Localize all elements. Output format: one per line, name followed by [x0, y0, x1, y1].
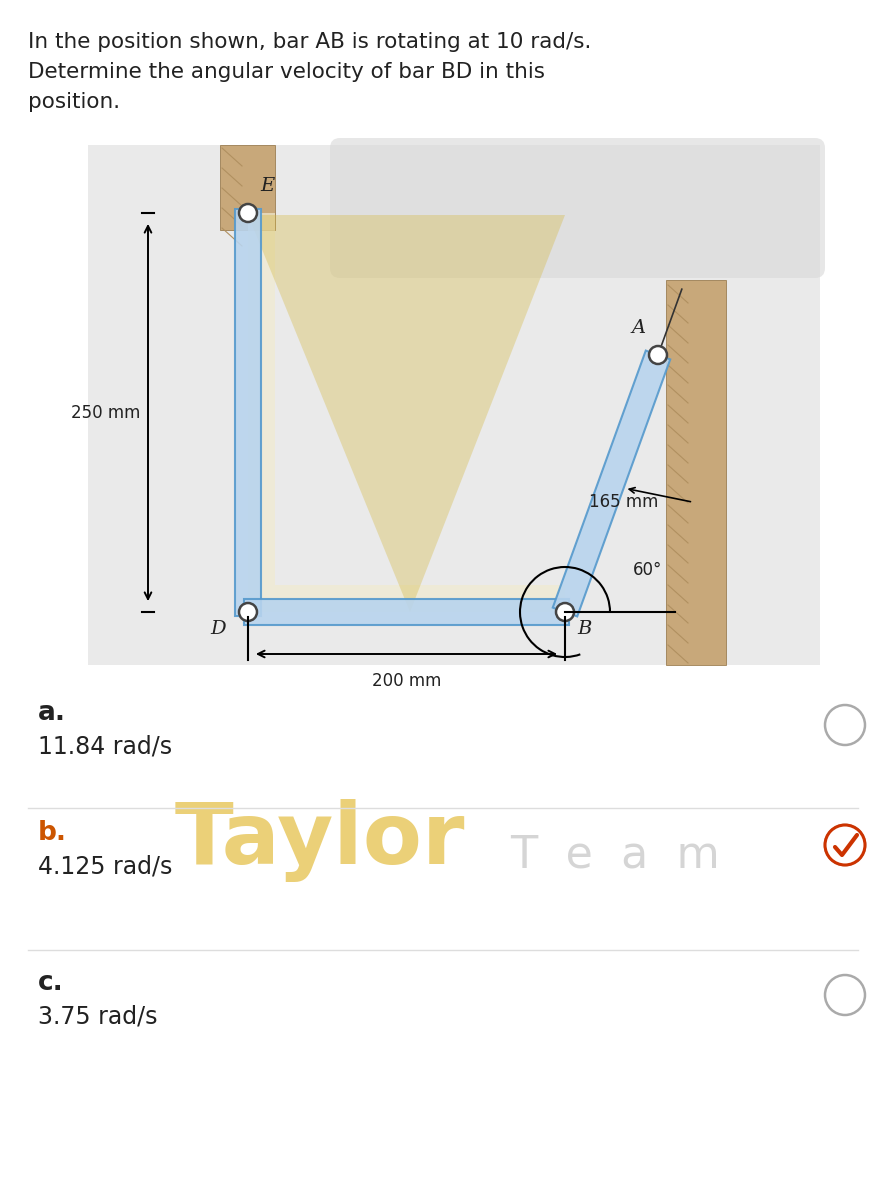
Circle shape	[824, 826, 864, 865]
Text: 200 mm: 200 mm	[371, 672, 440, 690]
Circle shape	[555, 602, 574, 622]
Text: A: A	[631, 319, 645, 337]
Text: b.: b.	[38, 820, 67, 846]
Bar	[88, 145, 819, 665]
Text: 3.75 rad/s: 3.75 rad/s	[38, 1006, 157, 1028]
Bar	[220, 145, 275, 230]
Text: Determine the angular velocity of bar BD in this: Determine the angular velocity of bar BD…	[28, 62, 545, 82]
Polygon shape	[247, 214, 565, 612]
Polygon shape	[247, 215, 565, 612]
Text: 60°: 60°	[632, 560, 661, 578]
Text: T  e  a  m: T e a m	[510, 834, 719, 876]
FancyBboxPatch shape	[330, 138, 824, 278]
Text: D: D	[210, 620, 225, 638]
Text: 250 mm: 250 mm	[70, 403, 139, 421]
Text: B: B	[576, 620, 591, 638]
Circle shape	[824, 704, 864, 745]
Circle shape	[239, 204, 257, 222]
Text: a.: a.	[38, 700, 66, 726]
Circle shape	[648, 346, 667, 364]
Circle shape	[239, 602, 257, 622]
Text: 4.125 rad/s: 4.125 rad/s	[38, 854, 172, 878]
Text: E: E	[260, 176, 274, 194]
Text: Taylor: Taylor	[175, 798, 465, 882]
Text: 11.84 rad/s: 11.84 rad/s	[38, 734, 172, 758]
Bar	[244, 599, 568, 625]
Circle shape	[824, 826, 864, 865]
Bar	[235, 209, 260, 616]
Text: 165 mm: 165 mm	[588, 493, 658, 511]
Text: c.: c.	[38, 970, 64, 996]
Circle shape	[824, 974, 864, 1015]
Text: position.: position.	[28, 92, 120, 112]
Text: In the position shown, bar AB is rotating at 10 rad/s.: In the position shown, bar AB is rotatin…	[28, 32, 591, 52]
Polygon shape	[553, 350, 669, 617]
Bar	[666, 280, 725, 665]
